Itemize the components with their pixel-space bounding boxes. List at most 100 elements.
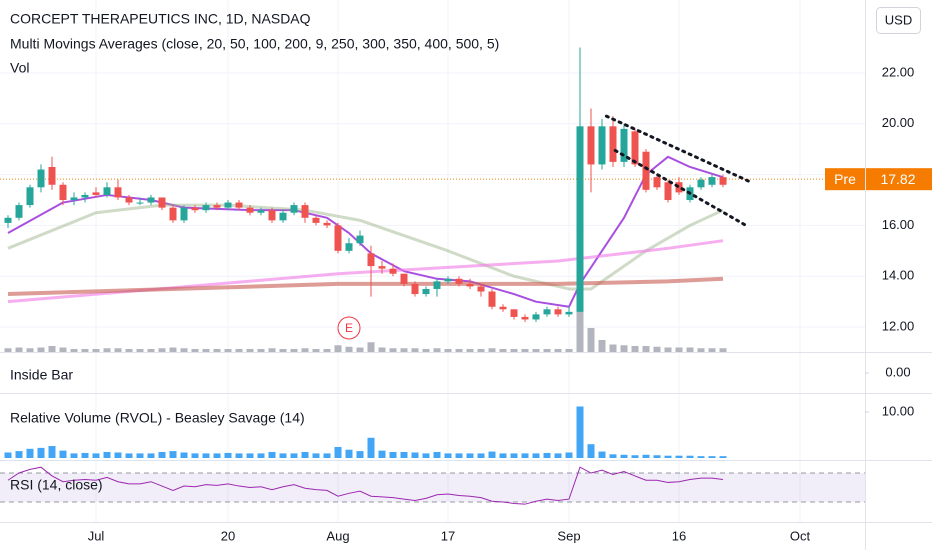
rvol-bar	[323, 453, 331, 458]
trendline	[604, 114, 750, 183]
volume-bar	[708, 348, 716, 352]
candle-body	[510, 309, 518, 317]
rvol-bar	[290, 453, 298, 458]
x-tick-label: Sep	[557, 528, 580, 543]
currency-label[interactable]: USD	[885, 12, 912, 27]
moving-average	[7, 239, 724, 304]
rvol-bar	[697, 456, 705, 458]
rvol-bar	[26, 448, 34, 458]
candle-body	[26, 187, 34, 206]
rvol-bar	[598, 451, 606, 458]
rvol-bar	[246, 453, 254, 458]
currency-button[interactable]	[876, 7, 921, 34]
volume-bar	[59, 347, 67, 352]
candle-body	[466, 283, 474, 287]
candle-body	[301, 205, 309, 218]
candle-body	[653, 177, 661, 188]
candle-body	[543, 309, 551, 315]
rvol-bar	[345, 449, 353, 458]
volume-bar	[499, 349, 507, 352]
rsi-line	[7, 466, 724, 505]
rvol-bar	[686, 455, 694, 458]
rvol-bar	[202, 453, 210, 458]
candle-body	[708, 177, 716, 185]
volume-bar	[356, 347, 364, 352]
rvol-bar	[367, 437, 375, 458]
volume-bar	[202, 349, 210, 352]
moving-average	[7, 276, 724, 297]
volume-bar	[411, 348, 419, 352]
candle-body	[499, 306, 507, 310]
rvol-bar	[477, 453, 485, 458]
candle-body	[642, 151, 650, 190]
candle-body	[268, 210, 276, 221]
candle-body	[664, 182, 672, 201]
earnings-label: E	[345, 321, 353, 335]
volume-bar	[114, 348, 122, 352]
rvol-bar	[37, 447, 45, 458]
volume-bar	[609, 344, 617, 352]
candle-body	[400, 273, 408, 284]
volume-bar	[389, 348, 397, 352]
rvol-bar	[81, 452, 89, 458]
y-tick-label: 16.00	[882, 217, 915, 232]
candle-body	[455, 278, 463, 284]
volume-bar	[81, 349, 89, 352]
candle-body	[213, 205, 221, 208]
volume-bar	[246, 349, 254, 352]
volume-bar	[257, 349, 265, 352]
candle-body	[389, 268, 397, 274]
volume-bar	[488, 348, 496, 352]
candle-body	[147, 197, 155, 203]
rvol-bar	[114, 452, 122, 458]
y-tick-label: 22.00	[882, 64, 915, 79]
volume-bar	[378, 347, 386, 352]
volume-bar	[400, 348, 408, 352]
candle-body	[565, 311, 573, 315]
volume-bar	[598, 340, 606, 352]
price-tag	[866, 168, 932, 191]
volume-bar	[334, 345, 342, 352]
rvol-bar	[125, 453, 133, 458]
rvol-bar	[180, 452, 188, 458]
rvol-bar	[587, 444, 595, 458]
candle-body	[246, 207, 254, 213]
candle-body	[257, 210, 265, 213]
candle-body	[378, 266, 386, 269]
candle-body	[323, 222, 331, 226]
rvol-bar	[48, 446, 56, 458]
volume-bar	[26, 348, 34, 352]
volume-bar	[301, 348, 309, 352]
candle-body	[103, 187, 111, 195]
candle-body	[356, 235, 364, 244]
rsi-band	[0, 473, 865, 502]
rvol-bar	[466, 453, 474, 458]
candle-body	[422, 288, 430, 295]
rvol-bar	[422, 453, 430, 458]
candle-body	[554, 309, 562, 315]
candle-body	[169, 207, 177, 221]
volume-bar	[103, 348, 111, 352]
rvol-bar	[433, 452, 441, 458]
x-tick-label: Jul	[88, 528, 105, 543]
volume-bar	[565, 349, 573, 352]
rvol-bar	[378, 450, 386, 458]
rvol-bar	[521, 453, 529, 458]
candle-body	[631, 131, 639, 165]
volume-bar	[620, 345, 628, 352]
indicator-label: Relative Volume (RVOL) - Beasley Savage …	[10, 410, 305, 426]
candle-body	[191, 207, 199, 211]
volume-bar	[224, 349, 232, 352]
rvol-bar	[488, 451, 496, 458]
rvol-bar	[609, 454, 617, 458]
volume-bar	[279, 349, 287, 352]
x-tick-label: 20	[221, 528, 235, 543]
volume-bar	[510, 349, 518, 352]
candle-body	[81, 194, 89, 198]
candle-body	[59, 184, 67, 201]
volume-bar	[268, 348, 276, 352]
volume-bar	[554, 349, 562, 352]
rvol-bar	[268, 452, 276, 458]
plot	[0, 47, 865, 505]
rvol-bar	[334, 446, 342, 458]
